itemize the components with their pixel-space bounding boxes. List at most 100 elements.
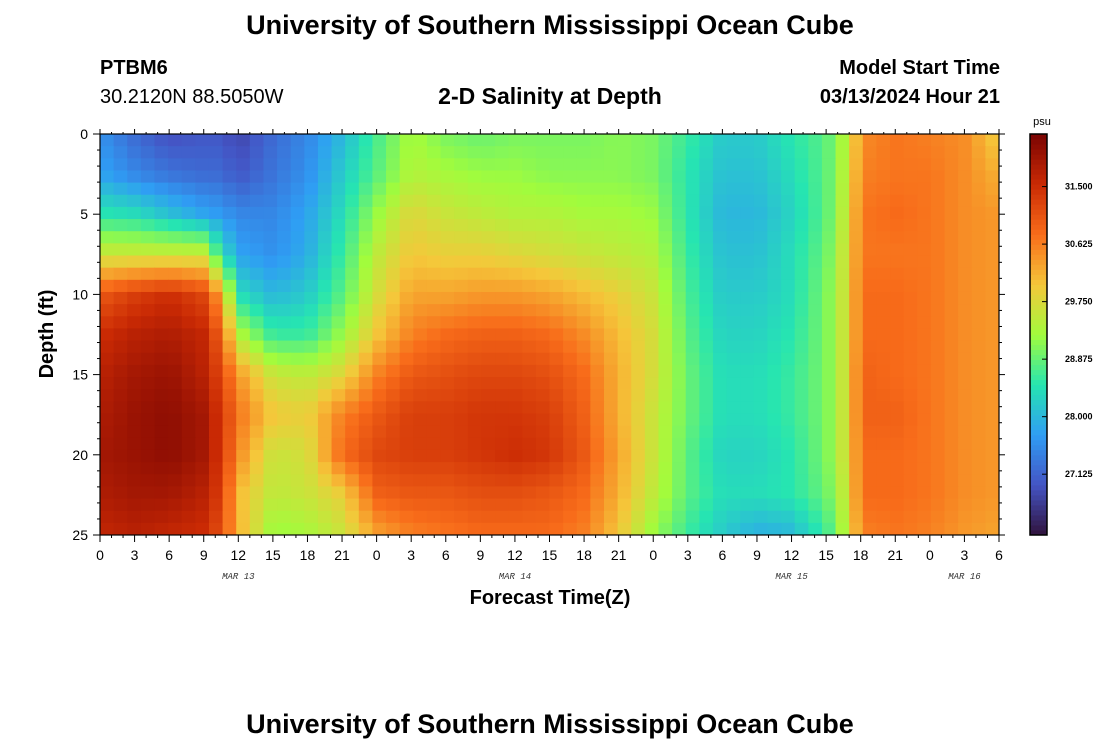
heatmap-cell: [903, 231, 918, 244]
heatmap-cell: [495, 316, 510, 330]
heatmap-cell: [835, 206, 850, 220]
heatmap-cell: [345, 437, 360, 451]
heatmap-cell: [331, 401, 346, 415]
heatmap-cell: [862, 486, 878, 500]
heatmap-cell: [331, 425, 346, 439]
heatmap-cell: [985, 474, 999, 487]
heatmap-cell: [944, 291, 959, 305]
heatmap-cell: [958, 510, 973, 524]
heatmap-cell: [181, 389, 196, 402]
heatmap-cell: [890, 389, 905, 402]
heatmap-cell: [549, 316, 564, 330]
page-title: University of Southern Mississippi Ocean…: [246, 10, 854, 40]
heatmap-cell: [890, 146, 905, 159]
heatmap-cell: [236, 316, 251, 330]
heatmap-cell: [930, 377, 946, 390]
colorbar-segment: [1030, 484, 1047, 491]
heatmap-cell: [331, 316, 346, 330]
heatmap-cell: [263, 352, 278, 366]
heatmap-cell: [835, 401, 850, 415]
heatmap-cell: [399, 474, 414, 487]
heatmap-cell: [277, 267, 292, 281]
heatmap-cell: [358, 255, 374, 269]
heatmap-cell: [100, 146, 115, 159]
heatmap-cell: [140, 510, 156, 524]
heatmap-cell: [372, 255, 387, 269]
heatmap-cell: [195, 389, 210, 402]
heatmap-cell: [358, 352, 374, 366]
heatmap-cell: [413, 486, 428, 500]
heatmap-cell: [481, 328, 496, 342]
heatmap-cell: [467, 474, 482, 487]
heatmap-cell: [658, 279, 673, 293]
heatmap-cell: [971, 255, 986, 269]
heatmap-cell: [944, 437, 959, 451]
heatmap-cell: [331, 377, 346, 390]
heatmap-cell: [508, 328, 523, 342]
colorbar-segment: [1030, 429, 1047, 436]
heatmap-cell: [249, 255, 265, 269]
heatmap-cell: [740, 316, 755, 330]
heatmap-cell: [345, 316, 360, 330]
heatmap-cell: [236, 352, 251, 366]
heatmap-cell: [958, 146, 973, 159]
heatmap-cell: [590, 206, 605, 220]
heatmap-cell: [685, 279, 700, 293]
heatmap-cell: [386, 522, 401, 535]
heatmap-cell: [290, 194, 305, 208]
heatmap-cell: [154, 219, 169, 232]
heatmap-cell: [386, 267, 401, 281]
heatmap-cell: [781, 413, 796, 427]
heatmap-cell: [358, 328, 374, 342]
heatmap-cells: [100, 134, 999, 535]
heatmap-cell: [658, 243, 673, 257]
heatmap-cell: [712, 304, 728, 317]
heatmap-cell: [658, 486, 673, 500]
heatmap-cell: [699, 304, 714, 317]
colorbar-segment: [1030, 359, 1047, 366]
heatmap-cell: [767, 401, 782, 415]
heatmap-cell: [944, 243, 959, 257]
heatmap-cell: [903, 522, 918, 535]
heatmap-cell: [263, 279, 278, 293]
heatmap-cell: [304, 170, 319, 184]
heatmap-cell: [862, 498, 878, 512]
heatmap-cell: [740, 304, 755, 317]
heatmap-cell: [726, 340, 741, 354]
heatmap-cell: [495, 425, 510, 439]
heatmap-cell: [372, 316, 387, 330]
heatmap-cell: [290, 291, 305, 305]
heatmap-cell: [481, 352, 496, 366]
heatmap-cell: [958, 352, 973, 366]
heatmap-cell: [712, 425, 728, 439]
heatmap-cell: [576, 316, 591, 330]
heatmap-cell: [372, 182, 387, 196]
heatmap-cell: [590, 522, 605, 535]
heatmap-cell: [495, 413, 510, 427]
heatmap-cell: [195, 425, 210, 439]
heatmap-cell: [685, 437, 700, 451]
heatmap-cell: [971, 389, 986, 402]
heatmap-cell: [454, 425, 469, 439]
heatmap-cell: [631, 316, 646, 330]
heatmap-cell: [767, 328, 782, 342]
heatmap-cell: [195, 486, 210, 500]
heatmap-cell: [236, 498, 251, 512]
heatmap-cell: [535, 437, 551, 451]
heatmap-cell: [154, 377, 169, 390]
heatmap-cell: [113, 231, 128, 244]
heatmap-cell: [113, 498, 128, 512]
heatmap-cell: [304, 267, 319, 281]
heatmap-cell: [277, 304, 292, 317]
heatmap-cell: [140, 219, 156, 232]
heatmap-cell: [195, 364, 210, 378]
heatmap-cell: [590, 134, 605, 147]
heatmap-cell: [603, 437, 619, 451]
heatmap-cell: [712, 219, 728, 232]
heatmap-cell: [495, 377, 510, 390]
heatmap-cell: [358, 267, 374, 281]
heatmap-cell: [903, 462, 918, 475]
heatmap-cell: [181, 146, 196, 159]
heatmap-cell: [331, 437, 346, 451]
heatmap-cell: [549, 474, 564, 487]
